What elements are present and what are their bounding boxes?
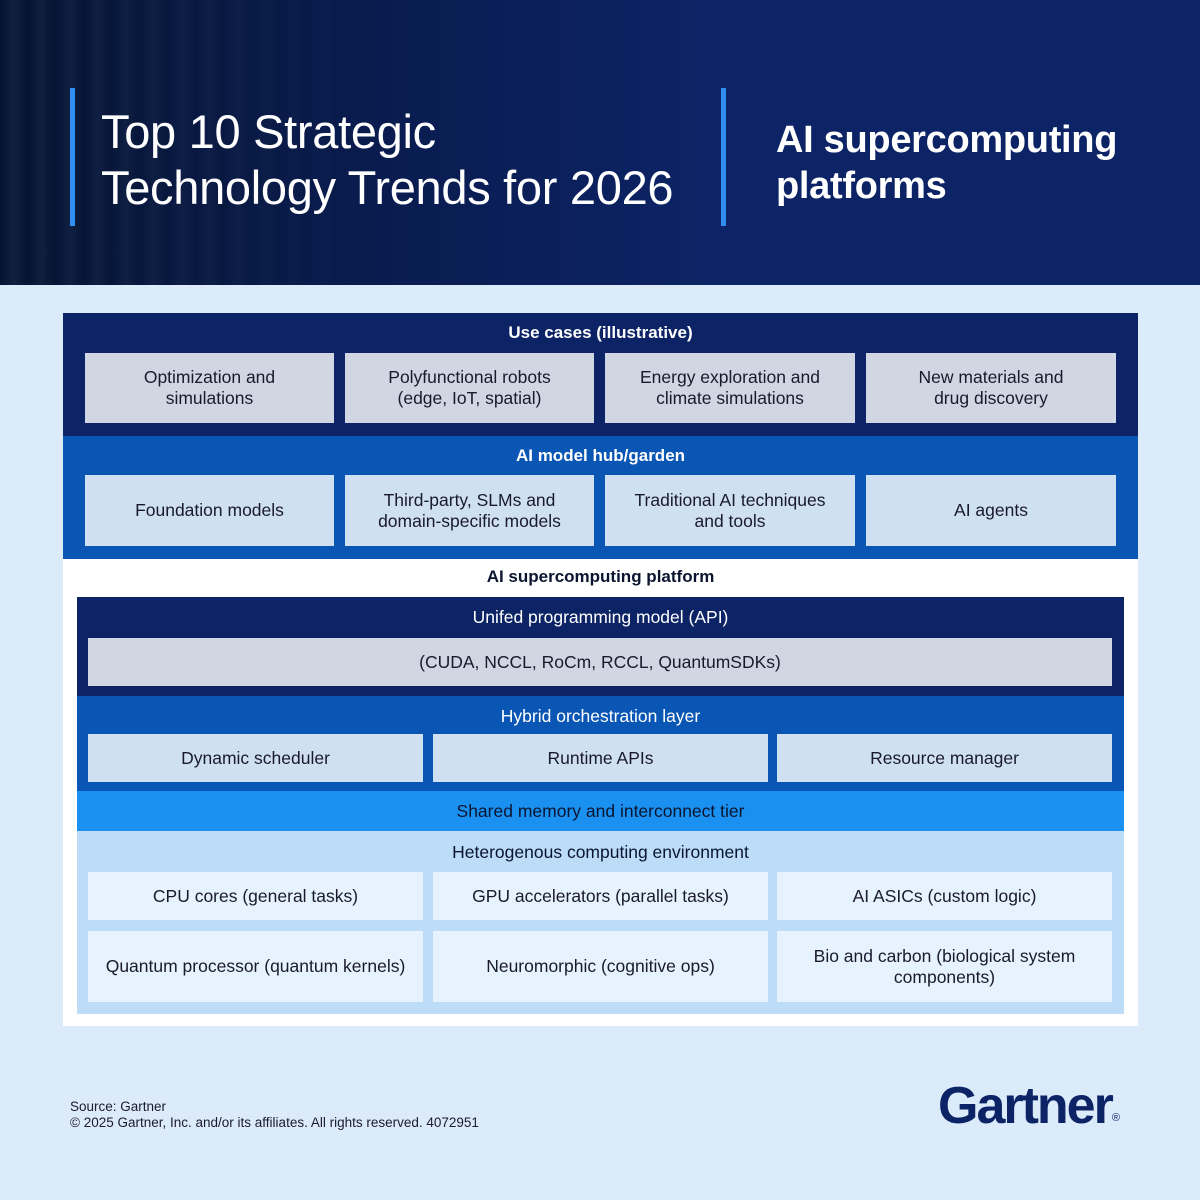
model-hub-card: Third-party, SLMs and domain-specific mod… <box>345 475 594 546</box>
card-line: CPU cores (general tasks) <box>152 885 359 906</box>
card-line: (edge, IoT, spatial) <box>397 388 542 408</box>
use-case-card: New materials and drug discovery <box>866 353 1116 423</box>
logo-text: Gartner <box>938 1077 1114 1135</box>
orchestration-card: Runtime APIs <box>433 734 768 782</box>
report-title-line: Top 10 Strategic <box>101 105 436 158</box>
platform-title: AI supercomputing platform <box>486 567 715 586</box>
model-hub-card: Traditional AI techniques and tools <box>605 475 855 546</box>
programming-model-title: Unifed programming model (API) <box>472 607 729 627</box>
card-line: Foundation models <box>135 500 284 520</box>
shared-memory-band: Shared memory and interconnect tier <box>77 791 1124 831</box>
card-line: Neuromorphic (cognitive ops) <box>486 956 715 976</box>
model-hub-title: AI model hub/garden <box>515 446 686 465</box>
use-case-card: Optimization and simulations <box>85 353 334 423</box>
programming-model-band: Unifed programming model (API) (CUDA, NC… <box>77 597 1124 696</box>
programming-model-card: (CUDA, NCCL, RoCm, RCCL, QuantumSDKs) <box>88 638 1112 686</box>
card-line: Bio and carbon (biological system <box>813 945 1076 966</box>
card-line: AI agents <box>954 500 1028 520</box>
card-line: Quantum processor (quantum kernels) <box>105 956 406 976</box>
model-hub-card: AI agents <box>866 475 1116 546</box>
trend-title-line: AI supercomputing <box>776 119 1118 161</box>
header-banner: Top 10 Strategic Technology Trends for 2… <box>0 0 1200 285</box>
report-title: Top 10 Strategic Technology Trends for 2… <box>101 104 711 216</box>
computing-title: Heterogenous computing environment <box>452 842 749 862</box>
trend-title: AI supercomputing platforms <box>776 117 1176 209</box>
source-note: Source: Gartner <box>70 1099 167 1114</box>
model-hub-band: AI model hub/garden Foundation models Th… <box>63 436 1138 559</box>
use-cases-band: Use cases (illustrative) Optimization an… <box>63 313 1138 436</box>
gartner-logo: Gartner® <box>938 1076 1120 1136</box>
card-line: AI ASICs (custom logic) <box>852 885 1037 906</box>
card-line: Dynamic scheduler <box>181 747 330 768</box>
orchestration-band: Hybrid orchestration layer Dynamic sched… <box>77 696 1124 791</box>
card-line: simulations <box>165 388 254 408</box>
architecture-diagram: Use cases (illustrative) Optimization an… <box>63 313 1138 1026</box>
card-line: Optimization and <box>143 367 276 387</box>
card-line: climate simulations <box>656 388 804 408</box>
card-line: Third-party, SLMs and <box>383 489 556 510</box>
computing-card: CPU cores (general tasks) <box>88 872 423 920</box>
use-cases-title: Use cases (illustrative) <box>508 323 693 342</box>
card-line: components) <box>893 966 996 987</box>
card-line: Energy exploration and <box>640 367 820 387</box>
model-hub-card: Foundation models <box>85 475 334 546</box>
card-line: Resource manager <box>870 747 1019 768</box>
card-line: Runtime APIs <box>547 747 654 768</box>
computing-card: AI ASICs (custom logic) <box>777 872 1112 920</box>
card-line: domain-specific models <box>378 510 561 531</box>
card-line: New materials and <box>918 367 1064 387</box>
card-line: GPU accelerators (parallel tasks) <box>472 885 729 906</box>
computing-card: GPU accelerators (parallel tasks) <box>433 872 768 920</box>
orchestration-card: Dynamic scheduler <box>88 734 423 782</box>
card-line: Traditional AI techniques <box>634 489 826 510</box>
computing-card: Bio and carbon (biological system compone… <box>777 931 1112 1002</box>
computing-card: Neuromorphic (cognitive ops) <box>433 931 768 1002</box>
card-line: (CUDA, NCCL, RoCm, RCCL, QuantumSDKs) <box>419 651 781 672</box>
card-line: and tools <box>694 510 766 531</box>
report-title-line: Technology Trends for 2026 <box>101 161 674 214</box>
orchestration-card: Resource manager <box>777 734 1112 782</box>
shared-memory-title: Shared memory and interconnect tier <box>456 801 745 821</box>
use-case-card: Polyfunctional robots (edge, IoT, spatial… <box>345 353 594 423</box>
computing-band: Heterogenous computing environment CPU c… <box>77 831 1124 1014</box>
registered-mark: ® <box>1111 1112 1120 1124</box>
copyright-note: © 2025 Gartner, Inc. and/or its affiliat… <box>70 1115 479 1130</box>
accent-bar-left <box>70 88 75 226</box>
footer-credits: Source: Gartner © 2025 Gartner, Inc. and… <box>70 1099 479 1131</box>
card-line: Polyfunctional robots <box>388 367 551 387</box>
card-line: drug discovery <box>934 388 1048 408</box>
orchestration-title: Hybrid orchestration layer <box>500 706 701 726</box>
trend-title-line: platforms <box>776 165 947 207</box>
use-case-card: Energy exploration and climate simulation… <box>605 353 855 423</box>
accent-bar-divider <box>721 88 726 226</box>
computing-card: Quantum processor (quantum kernels) <box>88 931 423 1002</box>
